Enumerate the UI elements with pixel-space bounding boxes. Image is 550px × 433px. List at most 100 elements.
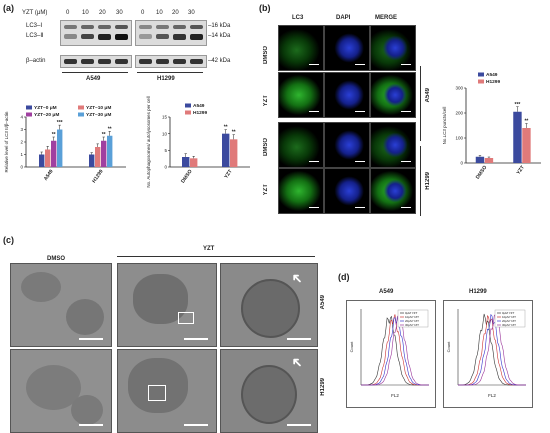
histogram-curve — [361, 314, 429, 386]
dose-20-h1299: 20 — [172, 10, 179, 16]
legend-label: 30μM YZT — [405, 323, 419, 327]
scale-bar — [355, 161, 365, 162]
if-image — [324, 72, 370, 118]
y-tick-label: 3 — [20, 127, 23, 132]
legend-label: H1299 — [193, 110, 207, 116]
y-axis-label: No. Autophagosomes/ autolysosomes per ce… — [146, 96, 151, 187]
legend-swatch — [78, 105, 84, 110]
bar — [95, 147, 101, 167]
h1299-group-bracket — [420, 146, 421, 216]
dose-10-h1299: 10 — [156, 10, 163, 16]
if-image — [278, 25, 324, 71]
legend-label: 0μM YZT — [502, 311, 515, 315]
bar — [484, 158, 494, 163]
legend-label: A549 — [486, 72, 498, 78]
bar — [39, 154, 45, 167]
category-label: YZT — [223, 169, 233, 180]
em-row-a549: A549 — [320, 295, 326, 310]
scale-bar — [309, 64, 319, 65]
em-yzt-underline — [117, 256, 315, 257]
em-zoom-h1299: ➜ — [220, 349, 318, 433]
legend-label: 20μM YZT — [405, 319, 419, 323]
category-label: H1299 — [91, 169, 104, 185]
dose-20: 20 — [99, 10, 106, 16]
blot-cell-a549: A549 — [86, 76, 101, 82]
legend-label: 20μM YZT — [502, 319, 516, 323]
legend-label: H1299 — [486, 79, 500, 85]
y-tick-label: 1 — [20, 152, 23, 157]
kda-16-label: –16 kDa — [208, 23, 231, 29]
y-tick-label: 15 — [162, 115, 168, 120]
category-label: YZT — [516, 165, 526, 176]
legend-label: YZT–20 μM — [34, 112, 59, 118]
scale-bar — [401, 207, 411, 208]
legend-swatch — [78, 112, 84, 117]
if-image — [370, 122, 416, 168]
facs-title-h1299: H1299 — [469, 289, 487, 295]
y-tick-label: 2 — [20, 140, 23, 145]
col-dapi-label: DAPI — [336, 15, 351, 21]
h1299-underline — [137, 72, 203, 73]
legend-label: 10μM YZT — [502, 315, 516, 319]
y-tick-label: 0 — [460, 161, 463, 166]
lc3-blot-a549 — [60, 20, 132, 46]
scale-bar — [401, 64, 411, 65]
legend-label: 10μM YZT — [405, 315, 419, 319]
y-tick-label: 300 — [455, 86, 463, 91]
em-yzt-a549 — [117, 263, 217, 347]
if-row-3-label: DMSO — [263, 138, 269, 156]
significance-label: ** — [102, 132, 106, 138]
if-image — [324, 168, 370, 214]
legend-label: YZT–10 μM — [86, 105, 111, 111]
if-image — [278, 72, 324, 118]
dose-10: 10 — [82, 10, 89, 16]
if-image — [324, 25, 370, 71]
y-tick-label: 200 — [455, 111, 463, 116]
if-group-h1299: H1299 — [425, 172, 431, 190]
x-axis-label: FL2 — [488, 393, 496, 398]
em-row-h1299: H1299 — [320, 378, 326, 396]
actin-blot-a549 — [60, 55, 132, 68]
col-lc3-label: LC3 — [292, 15, 304, 21]
lc3-blot-h1299 — [135, 20, 207, 46]
bar — [57, 129, 63, 167]
legend-swatch — [478, 79, 484, 84]
legend-swatch — [478, 72, 484, 77]
category-label: A549 — [43, 169, 55, 182]
col-merge-label: MERGE — [375, 15, 398, 21]
significance-label: *** — [515, 102, 521, 108]
bar — [190, 158, 198, 167]
significance-label: ** — [232, 130, 236, 136]
scale-bar — [309, 207, 319, 208]
beta-actin-label: β–actin — [26, 58, 46, 64]
legend-swatch — [26, 112, 32, 117]
scale-bar — [355, 64, 365, 65]
category-label: DMSO — [180, 169, 194, 185]
scale-bar — [355, 207, 365, 208]
a549-underline — [62, 72, 128, 73]
bar — [51, 140, 57, 167]
dose-30: 30 — [116, 10, 123, 16]
y-tick-label: 100 — [455, 136, 463, 141]
scale-bar — [401, 161, 411, 162]
scale-bar — [355, 111, 365, 112]
em-zoom-a549: ➜ — [220, 263, 318, 347]
em-dmso-h1299 — [10, 349, 112, 433]
y-axis-label: Relative level of LC3 II/β–actin — [4, 111, 9, 172]
scale-bar — [401, 111, 411, 112]
if-row-4-label: YZT — [263, 184, 269, 196]
bar — [89, 154, 95, 167]
significance-label: ** — [52, 132, 56, 138]
actin-blot-h1299 — [135, 55, 207, 68]
bar — [522, 128, 531, 163]
em-yzt-h1299 — [117, 349, 217, 433]
significance-label: ** — [524, 119, 528, 125]
y-axis-label: Count — [446, 341, 451, 353]
em-yzt-label: YZT — [203, 246, 215, 252]
if-image — [370, 72, 416, 118]
panel-d-label: (d) — [338, 272, 350, 282]
legend-swatch — [26, 105, 32, 110]
